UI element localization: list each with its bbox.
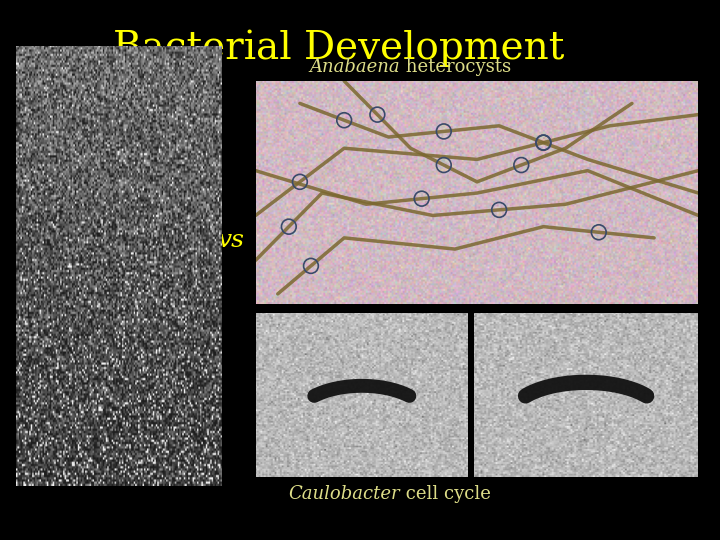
Text: vs: vs — [217, 229, 244, 252]
Text: Anabaena: Anabaena — [309, 58, 400, 77]
Text: Caulobacter: Caulobacter — [288, 485, 400, 503]
Text: heterocysts: heterocysts — [400, 58, 510, 77]
Text: Bacterial Development: Bacterial Development — [113, 30, 564, 67]
Text: cell cycle: cell cycle — [400, 485, 490, 503]
